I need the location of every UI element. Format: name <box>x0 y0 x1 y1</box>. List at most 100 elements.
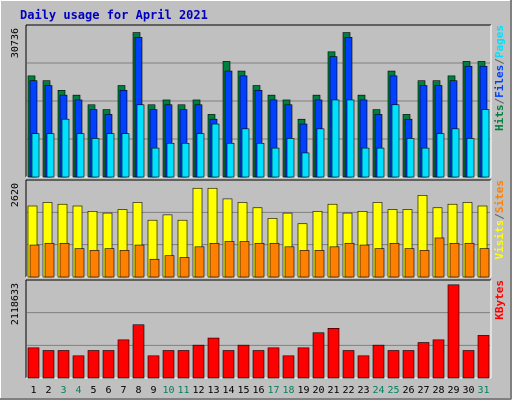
x-tick-label-day-20: 20 <box>312 385 324 396</box>
bar-sites-day-24 <box>374 248 385 278</box>
x-tick-label-day-14: 14 <box>222 385 234 396</box>
bar-pages-day-13 <box>211 123 220 178</box>
legend-entry-kbytes: KBytes <box>493 280 506 320</box>
bar-kbytes-day-13 <box>207 337 220 379</box>
bar-pages-day-7 <box>121 133 130 178</box>
legend-entry-sites: Sites <box>493 180 506 213</box>
x-tick-label-day-23: 23 <box>357 385 369 396</box>
x-tick-label-day-21: 21 <box>327 385 339 396</box>
x-tick-label-day-27: 27 <box>417 385 429 396</box>
bar-kbytes-day-25 <box>387 350 400 379</box>
bar-sites-day-29 <box>449 242 460 278</box>
bar-kbytes-day-15 <box>237 344 250 379</box>
legend-entry-files: Files <box>493 65 506 98</box>
legend-top: Hits/Files/Pages <box>493 25 506 131</box>
bar-sites-day-2 <box>44 242 55 278</box>
bar-kbytes-day-14 <box>222 350 235 379</box>
bar-pages-day-10 <box>166 142 175 178</box>
bar-kbytes-day-19 <box>297 347 310 379</box>
bar-kbytes-day-29 <box>447 284 460 379</box>
bar-pages-day-11 <box>181 142 190 178</box>
bar-sites-day-3 <box>59 242 70 278</box>
bar-pages-day-27 <box>421 147 430 178</box>
x-tick-label-day-3: 3 <box>60 385 66 396</box>
x-tick-label-day-17: 17 <box>267 385 279 396</box>
bar-sites-day-12 <box>194 246 205 278</box>
bar-kbytes-day-21 <box>327 328 340 379</box>
bar-pages-day-28 <box>436 133 445 178</box>
x-tick-label-day-6: 6 <box>105 385 111 396</box>
bar-kbytes-day-31 <box>477 335 490 379</box>
legend-entry-pages: Pages <box>493 25 506 58</box>
x-tick-label-day-29: 29 <box>447 385 459 396</box>
bar-sites-day-26 <box>404 248 415 278</box>
legend-middle: Visits/Sites <box>493 180 506 260</box>
bar-kbytes-day-9 <box>147 355 160 379</box>
bar-kbytes-day-18 <box>282 355 295 379</box>
bar-pages-day-20 <box>316 128 325 178</box>
bar-pages-day-1 <box>31 133 40 178</box>
bar-sites-day-8 <box>134 244 145 278</box>
bar-pages-day-25 <box>391 104 400 178</box>
bar-sites-day-16 <box>254 242 265 278</box>
x-tick-label-day-18: 18 <box>282 385 294 396</box>
bar-pages-day-31 <box>481 109 490 178</box>
bar-kbytes-day-1 <box>27 347 40 379</box>
bar-sites-day-23 <box>359 244 370 278</box>
bar-kbytes-day-2 <box>42 350 55 379</box>
bar-sites-day-28 <box>434 237 445 278</box>
bar-pages-day-14 <box>226 142 235 178</box>
bar-pages-day-22 <box>346 99 355 178</box>
x-tick-label-day-24: 24 <box>372 385 384 396</box>
x-tick-label-day-1: 1 <box>30 385 36 396</box>
x-tick-label-day-8: 8 <box>135 385 141 396</box>
bar-kbytes-day-23 <box>357 355 370 379</box>
bar-sites-day-14 <box>224 241 235 278</box>
bar-kbytes-day-17 <box>267 347 280 379</box>
y-max-label-top: 30736 <box>10 28 21 58</box>
x-tick-label-day-4: 4 <box>75 385 81 396</box>
panel-bottom: 2118633 <box>10 279 492 379</box>
bar-pages-day-17 <box>271 147 280 178</box>
bar-kbytes-day-7 <box>117 339 130 379</box>
legend-entry-slash: / <box>493 213 506 220</box>
bar-sites-day-20 <box>314 250 325 278</box>
bar-sites-day-18 <box>284 246 295 278</box>
bar-sites-day-25 <box>389 242 400 278</box>
bar-sites-day-4 <box>74 248 85 278</box>
bar-kbytes-day-24 <box>372 344 385 379</box>
bar-pages-day-15 <box>241 128 250 178</box>
bar-pages-day-23 <box>361 147 370 178</box>
legend-entry-slash: / <box>493 98 506 105</box>
bar-pages-day-21 <box>331 99 340 178</box>
bar-pages-day-30 <box>466 138 475 178</box>
bar-sites-day-9 <box>149 258 160 278</box>
bar-pages-day-8 <box>136 104 145 178</box>
bar-sites-day-22 <box>344 242 355 278</box>
bar-pages-day-9 <box>151 147 160 178</box>
x-tick-label-day-5: 5 <box>90 385 96 396</box>
bar-kbytes-day-3 <box>57 350 70 379</box>
bar-sites-day-30 <box>464 242 475 278</box>
bar-sites-day-31 <box>479 248 490 278</box>
bar-sites-day-27 <box>419 250 430 278</box>
x-tick-label-day-12: 12 <box>192 385 204 396</box>
chart-title: Daily usage for April 2021 <box>20 8 208 22</box>
bar-sites-day-19 <box>299 250 310 278</box>
bar-pages-day-26 <box>406 138 415 178</box>
x-tick-label-day-7: 7 <box>120 385 126 396</box>
x-tick-label-day-13: 13 <box>207 385 219 396</box>
x-tick-label-day-28: 28 <box>432 385 444 396</box>
bar-kbytes-day-20 <box>312 332 325 379</box>
bar-kbytes-day-5 <box>87 350 100 379</box>
bar-kbytes-day-26 <box>402 350 415 379</box>
bar-sites-day-6 <box>104 248 115 278</box>
bar-pages-day-12 <box>196 133 205 178</box>
bar-pages-day-6 <box>106 133 115 178</box>
x-tick-label-day-9: 9 <box>150 385 156 396</box>
bar-sites-day-7 <box>119 250 130 278</box>
bar-pages-day-19 <box>301 152 310 178</box>
bar-sites-day-11 <box>179 257 190 278</box>
x-tick-label-day-15: 15 <box>237 385 249 396</box>
bar-kbytes-day-27 <box>417 342 430 379</box>
